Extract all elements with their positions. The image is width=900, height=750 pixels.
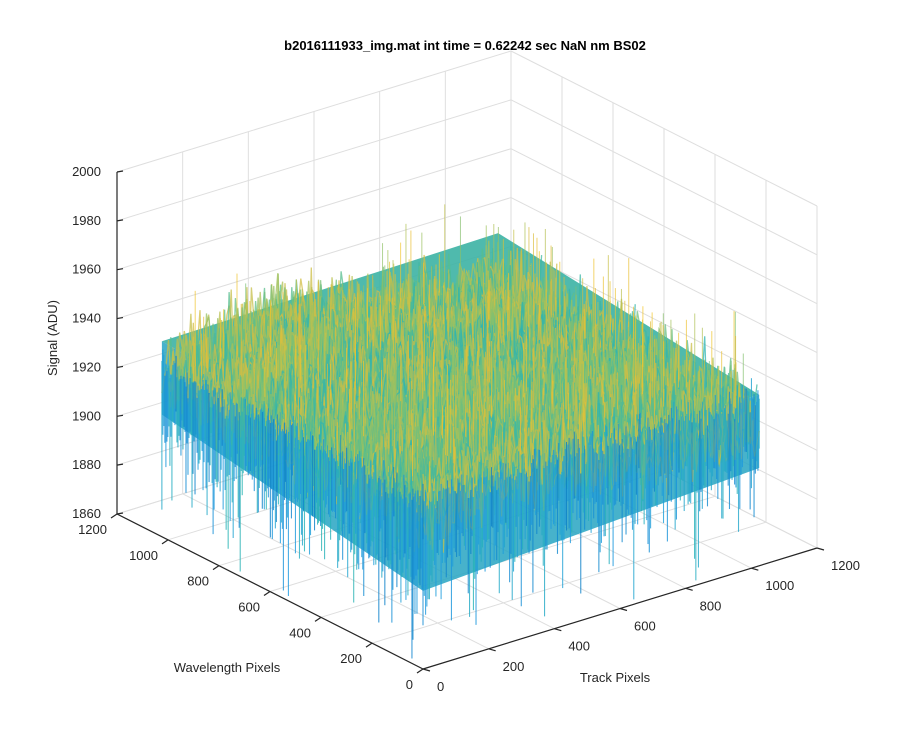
- chart-title: b2016111933_img.mat int time = 0.62242 s…: [284, 38, 646, 53]
- z-tick-label: 1880: [72, 457, 101, 472]
- y-tick-label: 600: [238, 600, 260, 615]
- z-tick: [116, 219, 124, 222]
- y-axis-label: Wavelength Pixels: [174, 660, 281, 675]
- x-tick: [685, 587, 693, 591]
- x-tick-label: 600: [634, 619, 656, 634]
- z-tick: [116, 414, 124, 417]
- x-tick: [422, 668, 431, 672]
- x-tick: [554, 628, 562, 632]
- z-tick: [116, 365, 124, 369]
- y-tick: [110, 513, 118, 519]
- y-tick: [212, 565, 220, 571]
- x-tick-label: 200: [503, 659, 525, 674]
- z-tick: [116, 316, 124, 320]
- y-tick-label: 800: [187, 574, 209, 589]
- x-tick: [488, 648, 496, 652]
- z-tick: [116, 170, 124, 173]
- grid-line: [371, 521, 767, 644]
- y-tick-label: 1000: [129, 548, 158, 563]
- grid-line: [510, 197, 818, 354]
- z-tick-label: 1920: [72, 359, 101, 374]
- y-tick-label: 1200: [78, 522, 107, 537]
- grid-line: [116, 50, 512, 173]
- x-tick-label: 1200: [831, 558, 860, 573]
- x-tick: [751, 567, 759, 571]
- y-tick-label: 400: [289, 625, 311, 640]
- x-tick-label: 1000: [765, 578, 794, 593]
- grid-line: [116, 197, 512, 320]
- x-tick: [816, 547, 825, 551]
- axis-lines: [110, 170, 825, 674]
- y-tick: [263, 591, 271, 596]
- x-tick: [619, 607, 628, 612]
- grid-line: [510, 245, 818, 402]
- grid-line: [116, 148, 512, 271]
- y-tick: [365, 642, 373, 648]
- z-tick: [116, 268, 124, 271]
- tick-labels: 0 200 400 600 800 1000 1200 0 200 400 600 800 1000 12…: [72, 164, 860, 694]
- y-tick-label: 200: [340, 651, 362, 666]
- z-tick-label: 2000: [72, 164, 101, 179]
- y-tick: [314, 616, 322, 622]
- z-tick-label: 1960: [72, 262, 101, 277]
- z-tick-label: 1940: [72, 311, 101, 326]
- x-axis-label: Track Pixels: [580, 670, 651, 685]
- z-tick-label: 1900: [72, 408, 101, 423]
- z-tick: [116, 512, 124, 515]
- grid-line: [510, 99, 818, 256]
- z-axis-label: Signal (ADU): [45, 300, 60, 376]
- y-tick-label: 0: [406, 677, 413, 692]
- y-tick: [416, 668, 424, 674]
- x-tick-label: 800: [700, 598, 722, 613]
- grid-line: [510, 50, 818, 207]
- z-tick-label: 1860: [72, 506, 101, 521]
- surface-data: [161, 204, 760, 659]
- z-tick-label: 1980: [72, 213, 101, 228]
- z-tick: [116, 463, 124, 466]
- y-tick: [161, 539, 169, 545]
- grid-line: [510, 148, 818, 305]
- x-tick-label: 400: [568, 639, 590, 654]
- x-tick-label: 0: [437, 679, 444, 694]
- grid-line: [116, 99, 512, 222]
